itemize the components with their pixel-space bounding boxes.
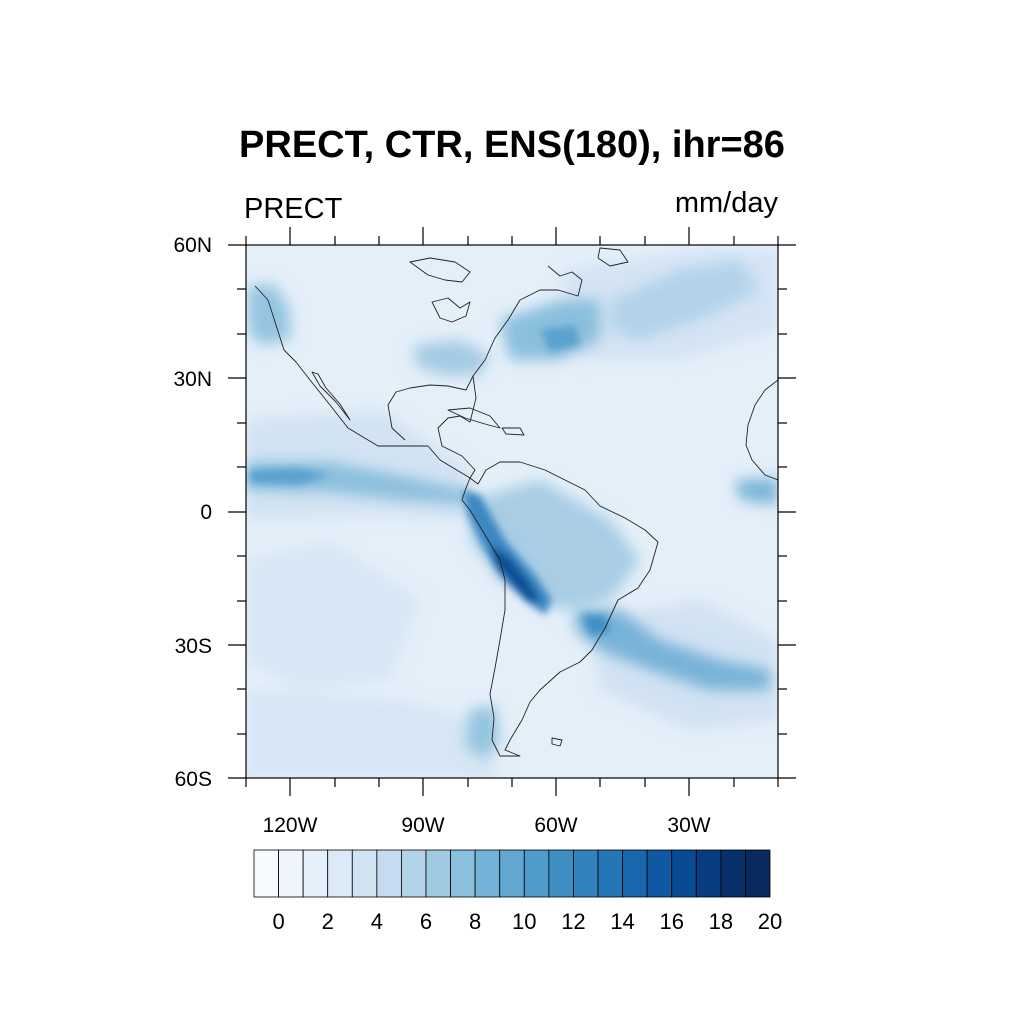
precip-storm-core (540, 325, 580, 352)
coast-falklands (551, 737, 563, 747)
coast-greenland (597, 247, 629, 267)
precipitation-field (246, 250, 778, 778)
units-label: mm/day (675, 187, 779, 219)
colorbar-box (302, 849, 329, 898)
colorbar-box (474, 849, 501, 898)
colorbar-label: 6 (420, 909, 432, 934)
precip-pacific-northwest (248, 285, 290, 345)
colorbar-box (351, 849, 378, 898)
lat-label-30n: 30N (173, 368, 212, 391)
lon-labels: 120W 90W 60W 30W (263, 814, 711, 837)
precip-itcz-atlantic (735, 478, 778, 505)
colorbar-box (376, 849, 402, 898)
lat-ticks-left (228, 244, 246, 779)
coast-cuba (447, 407, 501, 429)
precip-sacz-core (582, 615, 610, 635)
colorbar-box (548, 849, 574, 898)
colorbar-label: 20 (758, 909, 782, 934)
colorbar-box (597, 849, 623, 898)
coast-gulf (387, 375, 474, 441)
colorbar-box (425, 849, 451, 898)
lat-label-30s: 30S (175, 635, 212, 658)
colorbar-box (622, 849, 648, 898)
lon-label-90w: 90W (401, 814, 444, 837)
coast-great-lakes (431, 297, 471, 323)
lon-ticks-top (245, 227, 779, 245)
colorbar-label: 14 (610, 909, 634, 934)
lon-label-30w: 30W (667, 814, 710, 837)
coast-north-america (254, 265, 583, 479)
colorbar-box (278, 849, 304, 898)
colorbar-box (745, 849, 771, 898)
colorbar-box (720, 849, 746, 898)
colorbar-box (573, 849, 599, 898)
precip-mid-atlantic-band (610, 260, 760, 340)
coastlines (254, 247, 778, 757)
colorbar-label: 2 (322, 909, 334, 934)
coast-africa (745, 379, 778, 481)
precip-andes-core (490, 545, 540, 604)
lon-label-120w: 120W (263, 814, 318, 837)
colorbar-label: 12 (561, 909, 585, 934)
lat-ticks-right (778, 244, 796, 779)
colorbar-boxes (253, 849, 771, 898)
colorbar-box (327, 849, 353, 898)
colorbar-box (671, 849, 697, 898)
left-string: PRECT (244, 193, 343, 225)
coast-hudson (409, 257, 471, 283)
coast-baja (311, 371, 351, 421)
colorbar-label: 8 (469, 909, 481, 934)
colorbar-box (523, 849, 550, 898)
lon-ticks-bottom (245, 778, 779, 796)
lat-label-60n: 60N (173, 234, 212, 257)
precip-sacz (575, 610, 770, 690)
plot-title: PRECT, CTR, ENS(180), ihr=86 (239, 124, 785, 166)
colorbar-label: 4 (371, 909, 383, 934)
lat-labels: 60N 30N 0 30S 60S (173, 234, 212, 791)
colorbar-box (499, 849, 525, 898)
lon-label-60w: 60W (534, 814, 577, 837)
precip-light-southern-ocean (246, 690, 500, 778)
colorbar-box (450, 849, 476, 898)
colorbar-box (695, 849, 722, 898)
colorbar-label: 16 (659, 909, 683, 934)
lat-label-0: 0 (200, 501, 212, 524)
coast-hispaniola (501, 427, 525, 436)
colorbar-label: 10 (512, 909, 536, 934)
precip-itcz-core (250, 468, 330, 485)
colorbar-box (646, 849, 673, 898)
colorbar-labels: 0 2 4 6 8 10 12 14 16 18 20 (272, 909, 782, 934)
colorbar-label: 18 (709, 909, 733, 934)
map-panel: 60N 30N 0 30S 60S 120W 90W 60W 30W (173, 227, 796, 837)
precip-southern-chile (465, 705, 500, 760)
colorbar-box (401, 849, 427, 898)
colorbar-label: 0 (272, 909, 284, 934)
colorbar: 0 2 4 6 8 10 12 14 16 18 20 (253, 849, 782, 934)
coast-south-america (461, 461, 659, 757)
precip-light-south-pacific (246, 540, 420, 690)
precip-us-east (415, 340, 490, 375)
lat-label-60s: 60S (175, 768, 212, 791)
colorbar-box (253, 849, 279, 898)
